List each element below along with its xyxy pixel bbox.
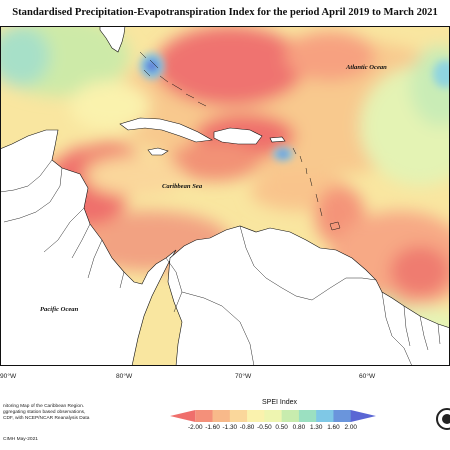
- legend-swatch: [281, 410, 300, 422]
- jamaica: [147, 147, 169, 156]
- hispaniola: [213, 127, 263, 145]
- footer-line: nitoring Map of the Caribbean Region.: [3, 404, 85, 409]
- legend-tick-label: -2.00: [187, 424, 203, 431]
- legend-tick-label: -0.80: [239, 424, 255, 431]
- puerto-rico: [269, 136, 286, 143]
- legend-swatch: [195, 410, 213, 422]
- legend-tick-label: 1.30: [309, 424, 323, 431]
- spei-map-canvas: [0, 26, 450, 366]
- south-america: [167, 225, 450, 366]
- legend-swatch: [229, 410, 248, 422]
- longitude-label-70w: 70°W: [235, 373, 252, 380]
- footer-line: CDF, with NCEP/NCAR Reanalysis Data: [3, 416, 90, 422]
- legend-swatch: [350, 410, 376, 422]
- legend-swatch: [170, 410, 196, 422]
- small-islands: [139, 51, 341, 231]
- legend-tick-label: -1.30: [222, 424, 238, 431]
- legend-ticks: -2.00 -1.60 -1.30 -0.80 -0.50 0.50 0.80 1.30 1.6…: [170, 424, 376, 434]
- legend-swatch: [212, 410, 231, 422]
- atlantic-ocean-label: Atlantic Ocean: [346, 64, 387, 71]
- legend-swatch: [298, 410, 317, 422]
- land-masses: [0, 26, 450, 366]
- legend-tick-label: 1.60: [327, 424, 340, 431]
- legend-title: SPEI Index: [262, 399, 298, 406]
- longitude-label-90w: 90°W: [0, 373, 17, 380]
- pacific-ocean-label: Pacific Ocean: [40, 306, 79, 313]
- legend-tick-label: 0.50: [275, 424, 288, 431]
- country-borders: [0, 159, 441, 366]
- credit-text: CIMH May-2021: [3, 437, 38, 442]
- legend-tick-label: 0.80: [292, 424, 306, 431]
- legend-swatch: [316, 410, 334, 422]
- legend-tick-label: 2.00: [344, 424, 357, 431]
- legend-tick-label: -0.50: [257, 424, 272, 431]
- legend-tick-label: -1.60: [205, 424, 220, 431]
- legend-swatch: [264, 410, 282, 422]
- spei-wet-spots: [140, 53, 450, 161]
- legend-colorbar: [170, 410, 376, 422]
- cimh-logo: [436, 408, 450, 430]
- trinidad: [329, 221, 341, 231]
- spei-map: [0, 26, 450, 366]
- lesser-antilles: [292, 147, 323, 217]
- bahamas: [139, 51, 207, 107]
- legend-swatch: [333, 410, 352, 422]
- footer-line: ggregating station based observations,: [3, 410, 86, 416]
- florida: [99, 26, 126, 53]
- footer-note: nitoring Map of the Caribbean Region. gg…: [3, 404, 133, 422]
- longitude-label-80w: 80°W: [116, 373, 133, 380]
- caribbean-sea-label: Caribbean Sea: [162, 183, 203, 190]
- longitude-label-60w: 60°W: [359, 373, 376, 380]
- legend-swatch: [247, 410, 265, 422]
- cuba: [119, 117, 213, 143]
- map-title: Standardised Precipitation-Evapotranspir…: [12, 7, 438, 18]
